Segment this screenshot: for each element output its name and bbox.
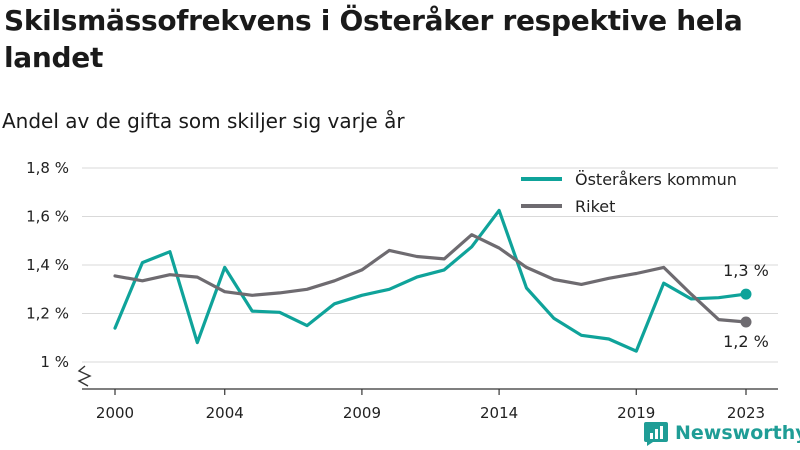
series-end-point-1	[740, 316, 752, 328]
chart-subtitle: Andel av de gifta som skiljer sig varje …	[2, 109, 405, 133]
y-tick-label: 1,2 %	[26, 305, 69, 323]
x-tick-label: 2019	[617, 404, 655, 422]
legend-label-1: Riket	[575, 197, 615, 216]
end-label-osteraker: 1,3 %	[723, 261, 769, 280]
y-tick-label: 1,4 %	[26, 256, 69, 274]
brand-logo[interactable]: Newsworthy	[643, 419, 800, 447]
axis-break-icon	[77, 365, 92, 387]
brand-name: Newsworthy	[675, 422, 800, 444]
series-line-0	[113, 208, 748, 353]
series-end-point-0	[740, 288, 752, 300]
y-tick-label: 1 %	[40, 353, 69, 371]
newsworthy-logo-icon	[644, 422, 668, 446]
y-tick-label: 1,6 %	[26, 208, 69, 226]
x-tick-label: 2000	[96, 404, 134, 422]
series-line-1	[113, 233, 748, 324]
chart-title: Skilsmässofrekvens i Österåker respektiv…	[4, 4, 743, 74]
x-tick-label: 2023	[727, 404, 765, 422]
y-tick-label: 1,8 %	[26, 159, 69, 177]
x-tick-label: 2009	[343, 404, 381, 422]
x-tick-label: 2004	[206, 404, 244, 422]
end-label-riket: 1,2 %	[723, 332, 769, 351]
legend-label-0: Österåkers kommun	[575, 170, 737, 189]
x-tick-label: 2014	[480, 404, 518, 422]
